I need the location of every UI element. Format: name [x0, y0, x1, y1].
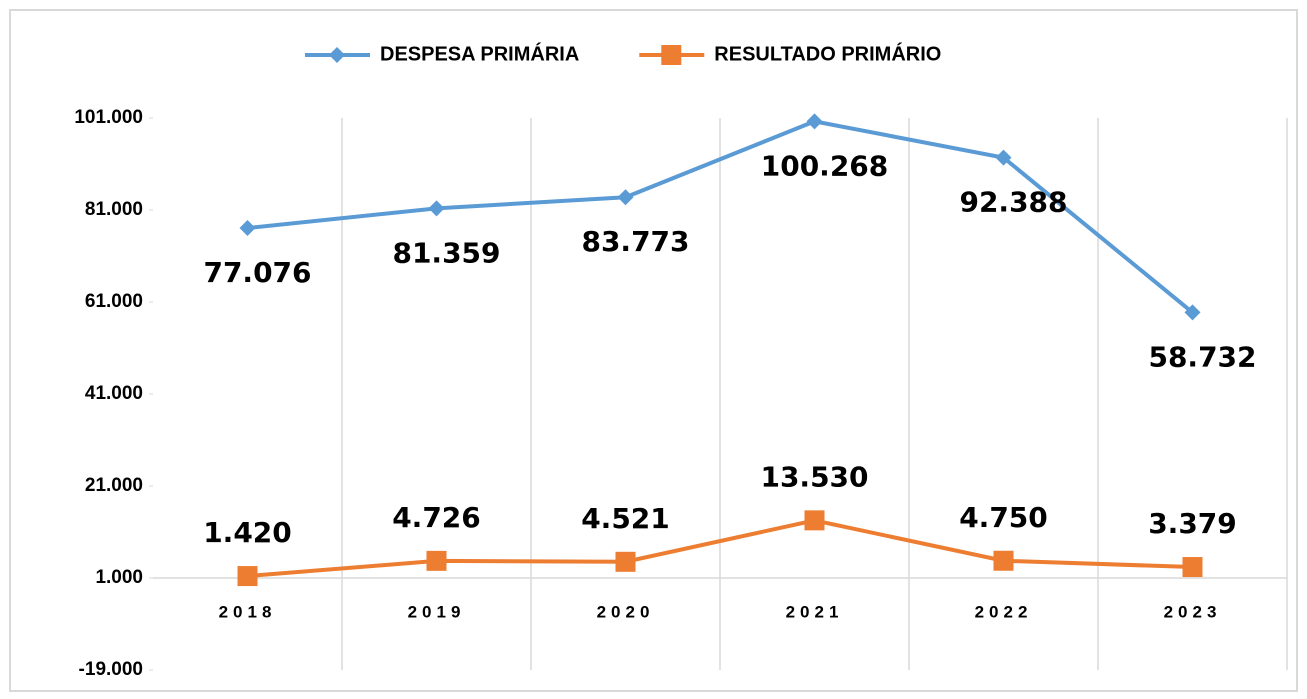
data-label: 58.732 — [1148, 340, 1256, 373]
x-tick-label: 2019 — [408, 602, 466, 621]
y-tick-label: 61.000 — [85, 291, 143, 312]
legend-marker — [329, 47, 345, 63]
data-point — [617, 189, 634, 206]
data-point — [237, 566, 258, 587]
x-tick-label: 2023 — [1164, 602, 1222, 621]
legend-label: DESPESA PRIMÁRIA — [380, 42, 579, 65]
data-label: 4.521 — [581, 502, 670, 535]
data-point — [995, 149, 1012, 166]
data-label: 4.750 — [959, 501, 1048, 534]
data-label: 3.379 — [1148, 507, 1237, 540]
data-point — [806, 113, 823, 130]
data-point — [428, 200, 445, 217]
legend-label: RESULTADO PRIMÁRIO — [714, 42, 941, 65]
data-point — [615, 551, 636, 572]
series-line — [247, 518, 1193, 579]
data-label: 83.773 — [581, 225, 689, 258]
data-point — [804, 510, 825, 531]
data-label: 100.268 — [761, 149, 889, 182]
data-label: 81.359 — [392, 236, 500, 269]
series-line — [247, 119, 1194, 314]
x-tick-label: 2021 — [786, 602, 844, 621]
x-tick-label: 2018 — [219, 602, 277, 621]
y-tick-label: -19.000 — [79, 659, 143, 680]
y-tick-label: 41.000 — [85, 383, 143, 404]
data-point — [426, 550, 447, 571]
y-tick-label: 101.000 — [74, 107, 143, 128]
y-tick-label: 21.000 — [85, 475, 143, 496]
data-point — [239, 220, 256, 237]
data-label: 13.530 — [760, 460, 868, 493]
data-label: 4.726 — [392, 501, 481, 534]
data-label: 1.420 — [203, 516, 292, 549]
data-label: 92.388 — [959, 186, 1067, 219]
data-point — [1182, 557, 1203, 578]
data-point — [993, 550, 1014, 571]
data-point — [1184, 304, 1201, 321]
data-label: 77.076 — [203, 256, 311, 289]
y-tick-label: 1.000 — [95, 567, 143, 588]
chart-border — [9, 9, 1298, 692]
x-tick-label: 2022 — [975, 602, 1033, 621]
x-tick-label: 2020 — [597, 602, 655, 621]
legend-marker — [661, 45, 682, 65]
y-tick-label: 81.000 — [85, 199, 143, 220]
